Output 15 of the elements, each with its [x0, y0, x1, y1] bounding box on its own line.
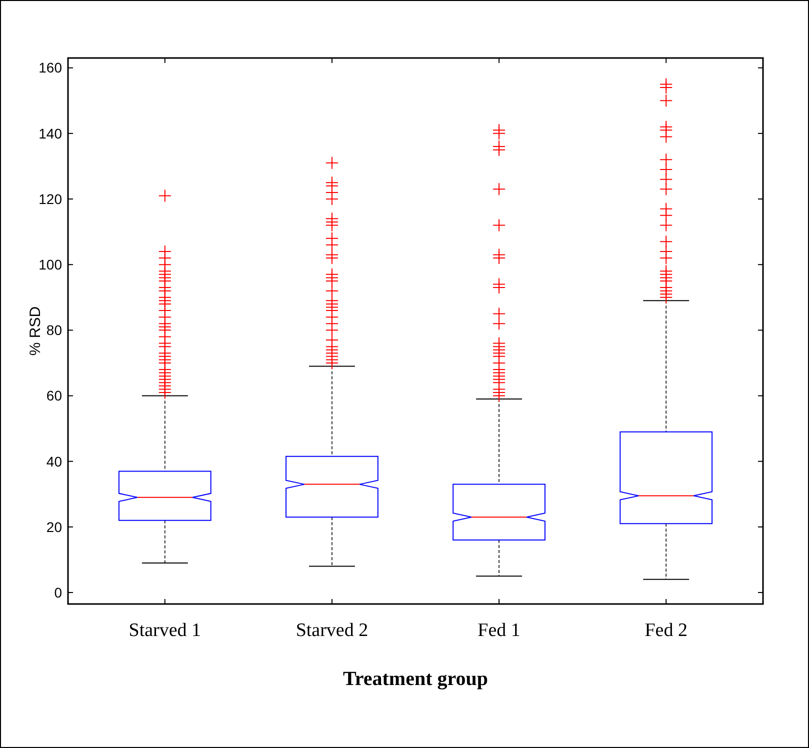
y-tick-label: 120: [38, 190, 62, 207]
y-tick-label: 60: [46, 388, 62, 404]
x-tick-label: Starved 2: [296, 620, 368, 641]
x-tick-label: Fed 2: [644, 620, 688, 641]
y-tick-label: 160: [38, 60, 62, 76]
y-tick-label: 140: [38, 125, 62, 142]
x-tick-label: Fed 1: [478, 620, 520, 641]
y-tick-label: 0: [54, 584, 62, 600]
y-tick-label: 40: [46, 453, 62, 470]
y-axis-title: % RSD: [27, 306, 44, 356]
y-tick-label: 80: [46, 322, 62, 338]
y-tick-label: 100: [38, 256, 62, 272]
y-tick-label: 20: [46, 518, 62, 535]
x-axis-title: Treatment group: [343, 668, 488, 690]
x-tick-label: Starved 1: [128, 620, 202, 641]
